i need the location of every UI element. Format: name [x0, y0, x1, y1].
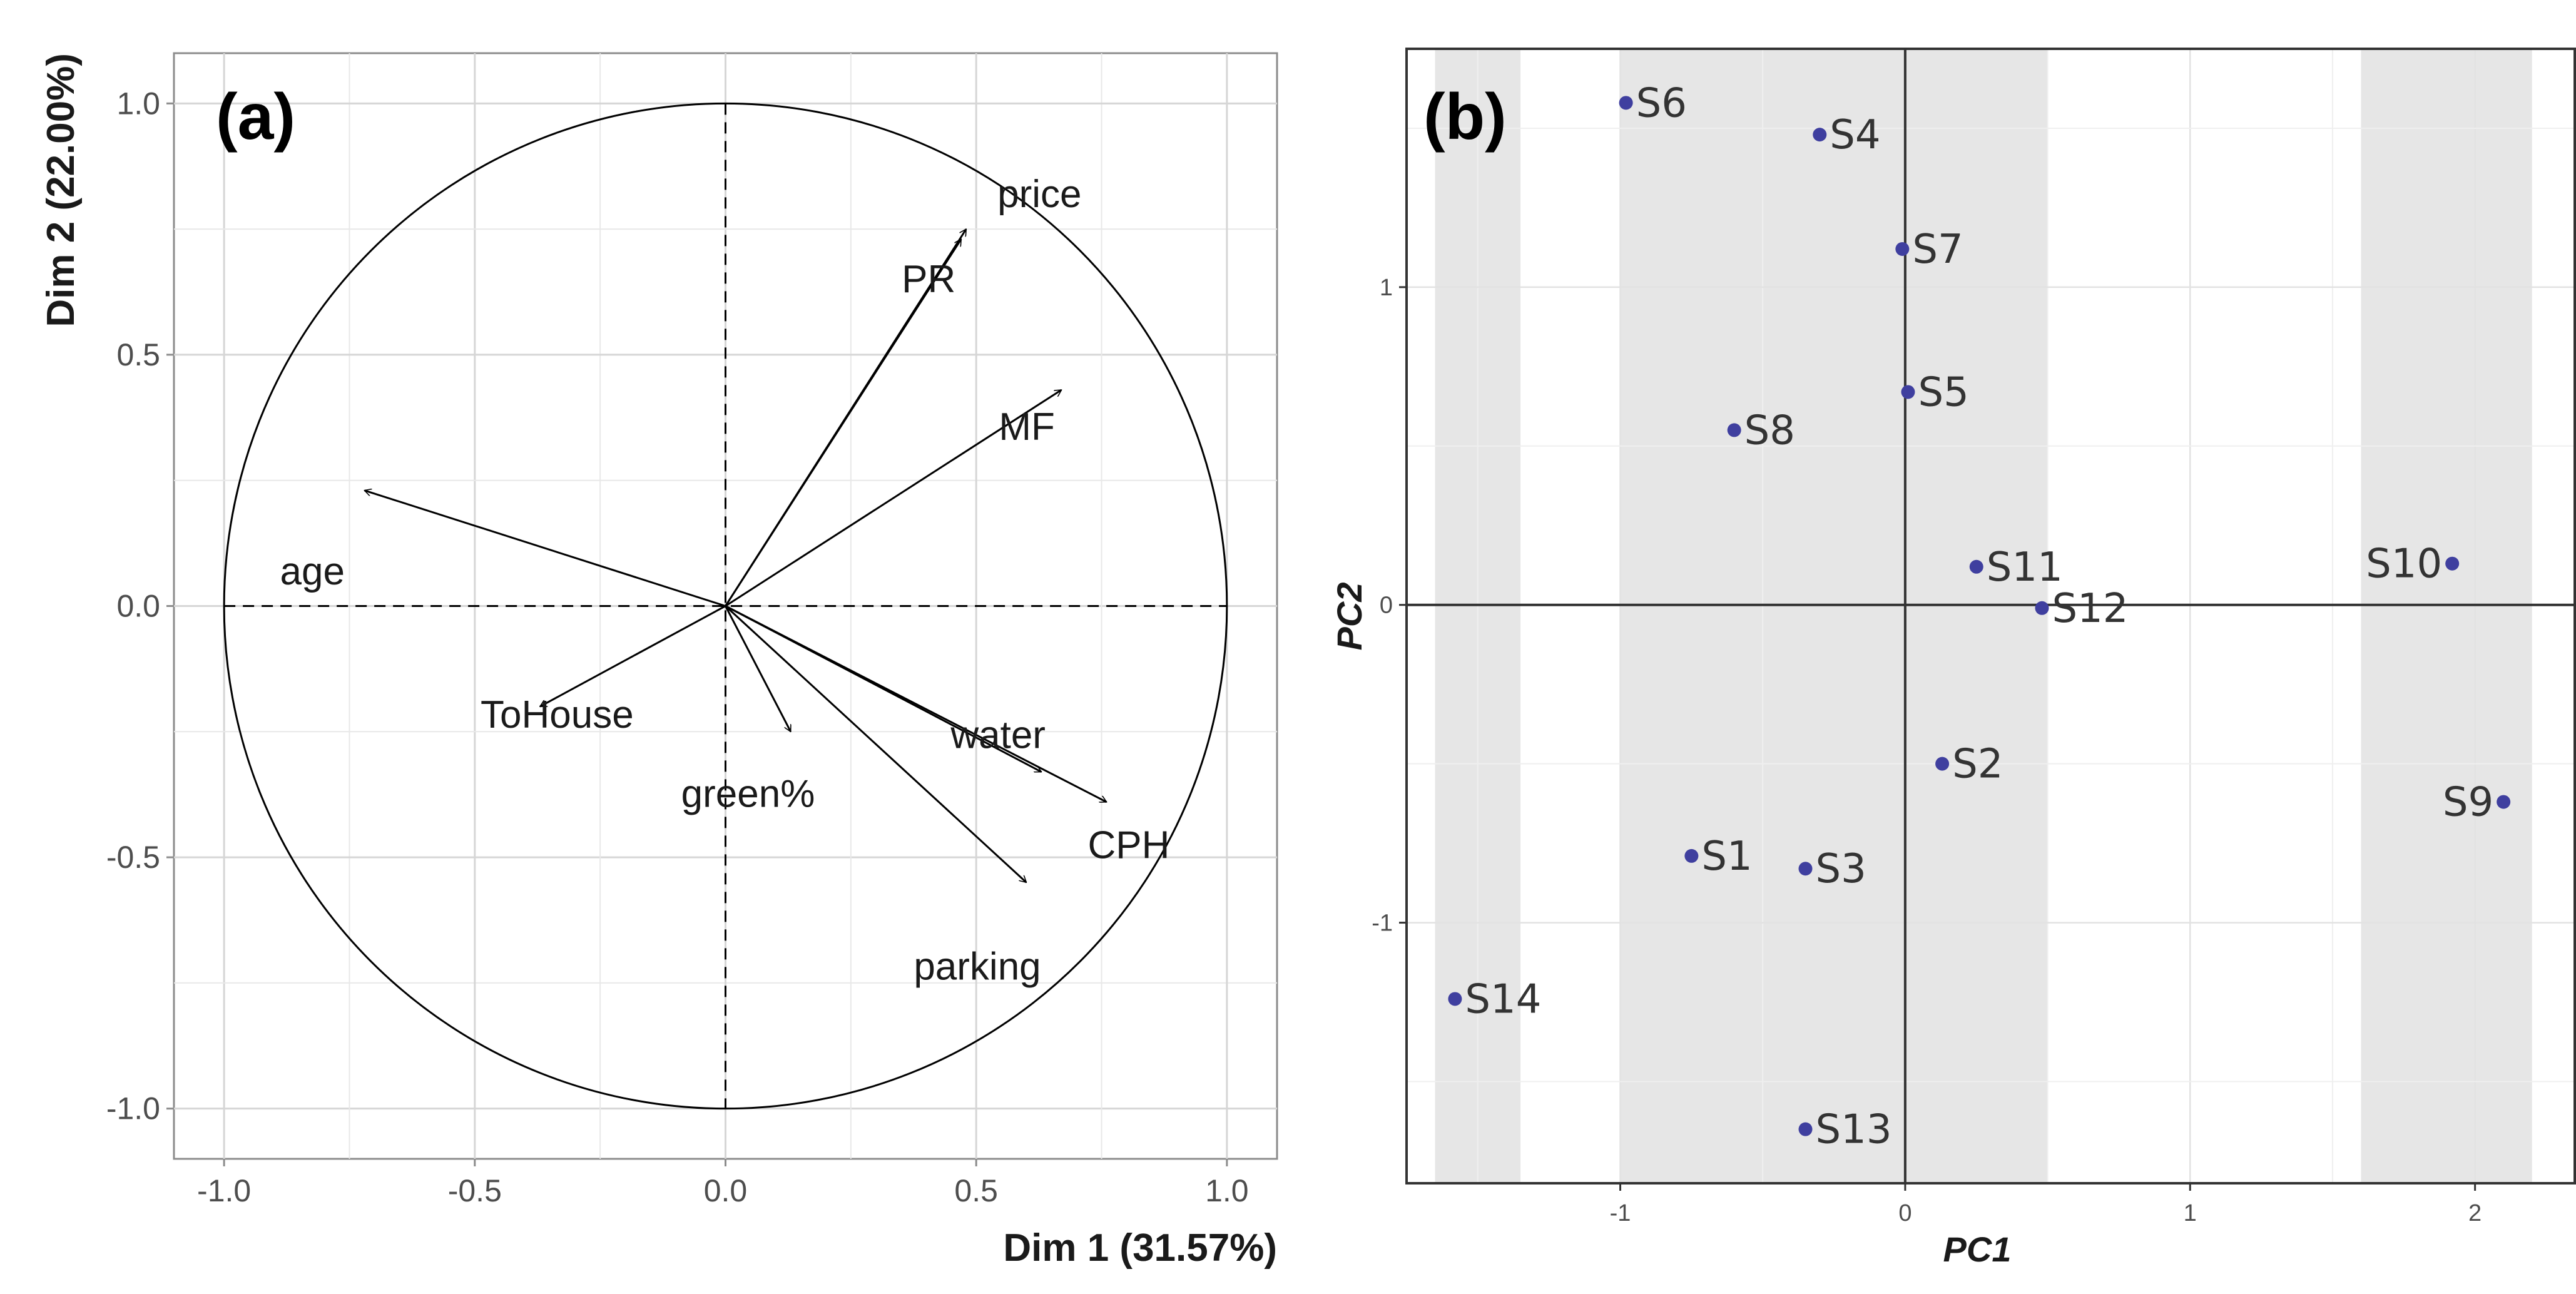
panel-b-point-s12: [2035, 601, 2049, 615]
panel-a-x-tick-label: 0.5: [954, 1173, 998, 1208]
panel-b-point-s13: [1798, 1122, 1813, 1136]
panel-a-arrow-cph: [725, 605, 1107, 803]
panel-b-label-s1: S1: [1701, 833, 1752, 880]
panel-a-ticks: -1.0 -0.5 0.0 0.5 1.0 -1.0 -0.5 0.0 0.5 1.0: [106, 86, 1249, 1208]
panel-b-y-tick-label: 1: [1380, 275, 1393, 301]
panel-b-y-tick-label: 0: [1380, 593, 1393, 619]
panel-b-shaded-bands: [1435, 49, 2532, 1183]
panel-b-ticks: -1 0 1 2 -1 0 1: [1372, 275, 2482, 1226]
panel-b-label: (b): [1423, 81, 1507, 153]
panel-b-x-axis-title: PC1: [1943, 1230, 2012, 1269]
panel-a-y-axis-title: Dim 2 (22.00%): [39, 53, 83, 327]
panel-a-variable-labels: price PR MF age ToHouse green% water CPH parking: [280, 173, 1170, 988]
panel-a-x-tick-label: 0.0: [704, 1173, 748, 1208]
panel-a-arrow-green-pct: [725, 605, 792, 732]
panel-b-point-s3: [1798, 862, 1813, 876]
panel-a-circle: [223, 102, 1228, 1110]
panel-b-label-s5: S5: [1918, 369, 1968, 415]
panel-a-label-pr: PR: [902, 258, 955, 301]
panel-b-label-s8: S8: [1744, 407, 1795, 454]
panel-a-variable-arrows: [365, 229, 1107, 882]
panel-a-y-tick-label: 0.0: [116, 589, 160, 624]
panel-a-x-axis-title: Dim 1 (31.57%): [1003, 1226, 1277, 1270]
panel-a-label-water: water: [950, 714, 1046, 757]
panel-a-zero-lines: [224, 103, 1227, 1109]
panel-a-arrow-pr: [725, 239, 962, 607]
panel-b-label-s12: S12: [2052, 586, 2128, 632]
panel-a-y-tick-label: 0.5: [116, 337, 160, 372]
panel-b-label-s13: S13: [1816, 1107, 1892, 1153]
panel-a-variable-plot: -1.0 -0.5 0.0 0.5 1.0 -1.0 -0.5 0.0 0.5 1.0 price…: [39, 52, 1278, 1270]
panel-a-arrow-mf: [725, 389, 1062, 607]
panel-a-unit-circle: [223, 102, 1228, 1110]
panel-a-arrow-age: [365, 491, 726, 607]
panel-a-label-tohouse: ToHouse: [481, 693, 634, 736]
panel-b-label-s2: S2: [1952, 741, 2003, 788]
panel-a-y-tick-label: -0.5: [106, 840, 160, 875]
panel-b-x-tick-label: 2: [2468, 1200, 2482, 1226]
panel-a-label-age: age: [280, 550, 345, 593]
panel-a-arrow-tohouse: [540, 605, 726, 708]
panel-a-label-green-pct: green%: [681, 772, 815, 815]
panel-b-label-s14: S14: [1465, 976, 1541, 1022]
panel-a-label-parking: parking: [914, 945, 1041, 988]
panel-a-x-tick-label: 1.0: [1205, 1173, 1249, 1208]
panel-a-label: (a): [216, 81, 295, 153]
panel-b-x-tick-label: 0: [1898, 1200, 1912, 1226]
panel-a-y-tick-label: -1.0: [106, 1091, 160, 1126]
panel-a-label-price: price: [997, 173, 1081, 216]
panel-b-label-s10: S10: [2366, 541, 2442, 588]
panel-b-label-s11: S11: [1987, 544, 2063, 591]
panel-b-y-tick-label: -1: [1372, 910, 1393, 937]
panel-b-zero-lines: [1407, 49, 2575, 1183]
panel-b-point-s7: [1895, 242, 1910, 256]
panel-b-point-s6: [1619, 96, 1633, 110]
panel-b-points: [1448, 96, 2511, 1136]
panel-b-point-s14: [1448, 992, 1462, 1006]
panel-b-label-s4: S4: [1830, 112, 1880, 158]
panel-a-x-tick-label: -0.5: [448, 1173, 502, 1208]
panel-b-label-s6: S6: [1636, 80, 1687, 126]
panel-a-x-tick-label: -1.0: [197, 1173, 251, 1208]
panel-b-point-s4: [1813, 128, 1827, 142]
panel-a-arrow-parking: [725, 605, 1027, 883]
panel-a-label-mf: MF: [999, 405, 1055, 449]
panel-b-y-axis-title: PC2: [1330, 583, 1369, 651]
panel-a-label-cph: CPH: [1088, 824, 1170, 867]
panel-b-point-s8: [1727, 423, 1741, 437]
panel-b-label-s9: S9: [2443, 780, 2493, 826]
panel-b-x-tick-label: 1: [2184, 1200, 2197, 1226]
panel-b-point-s1: [1684, 848, 1699, 863]
panel-b-shaded-band: [1620, 49, 2048, 1183]
panel-b-x-tick-label: -1: [1610, 1200, 1631, 1226]
panel-b-label-s7: S7: [1912, 227, 1963, 273]
panel-b-point-s9: [2497, 795, 2511, 809]
panel-a-y-tick-label: 1.0: [116, 86, 160, 121]
panel-b-point-s5: [1901, 385, 1915, 399]
panel-b-point-s10: [2445, 556, 2460, 571]
panel-b-frame: [1405, 48, 2576, 1184]
panel-b-label-s3: S3: [1816, 846, 1866, 892]
panel-b-point-s2: [1935, 757, 1950, 771]
panel-b-point-s11: [1969, 559, 1983, 574]
panel-b-shaded-band: [2361, 49, 2532, 1183]
